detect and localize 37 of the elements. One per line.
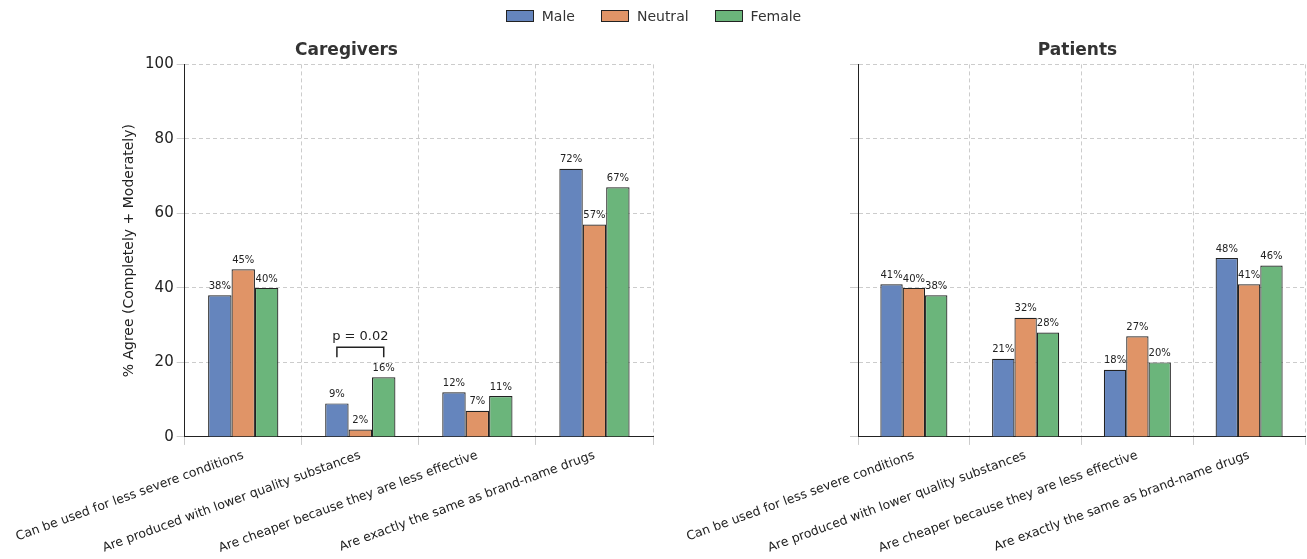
data-label: 46% — [1260, 250, 1283, 262]
legend-label: Male — [541, 8, 575, 24]
data-label: 2% — [352, 414, 369, 426]
data-label: 16% — [372, 361, 395, 373]
y-axis-title: % Agree (Completely + Moderately) — [120, 124, 137, 378]
data-label: 7% — [469, 395, 486, 407]
data-label: 45% — [232, 253, 255, 265]
data-label: 40% — [902, 272, 925, 284]
annotation: p = 0.02 — [332, 328, 389, 344]
data-label: 21% — [992, 343, 1015, 355]
data-label: 18% — [1103, 354, 1127, 366]
data-label: 67% — [606, 171, 629, 183]
data-label: 40% — [255, 272, 278, 284]
y-tick-label: 80 — [154, 128, 174, 147]
data-label: 12% — [442, 376, 466, 388]
data-label: 11% — [489, 380, 512, 392]
y-tick-label: 40 — [154, 277, 174, 296]
data-label: 38% — [925, 279, 948, 291]
data-label: 48% — [1215, 242, 1238, 254]
data-label: 38% — [208, 279, 231, 291]
y-tick-label: 20 — [154, 352, 174, 371]
data-label: 41% — [1238, 268, 1261, 280]
data-label: 27% — [1126, 320, 1149, 332]
data-label: 20% — [1148, 347, 1171, 359]
data-label: 28% — [1036, 317, 1060, 329]
y-tick-label: 100 — [145, 54, 174, 73]
data-label: 9% — [328, 387, 345, 399]
y-tick-label: 0 — [164, 426, 174, 445]
legend-label: Female — [750, 8, 802, 24]
data-label: 72% — [559, 153, 583, 165]
data-label: 57% — [583, 209, 606, 221]
chart-title: Patients — [1037, 38, 1118, 59]
data-label: 32% — [1014, 302, 1037, 314]
data-label: 41% — [880, 268, 903, 280]
chart-title: Caregivers — [295, 38, 398, 59]
y-tick-label: 60 — [154, 203, 174, 222]
legend-label: Neutral — [636, 8, 689, 24]
